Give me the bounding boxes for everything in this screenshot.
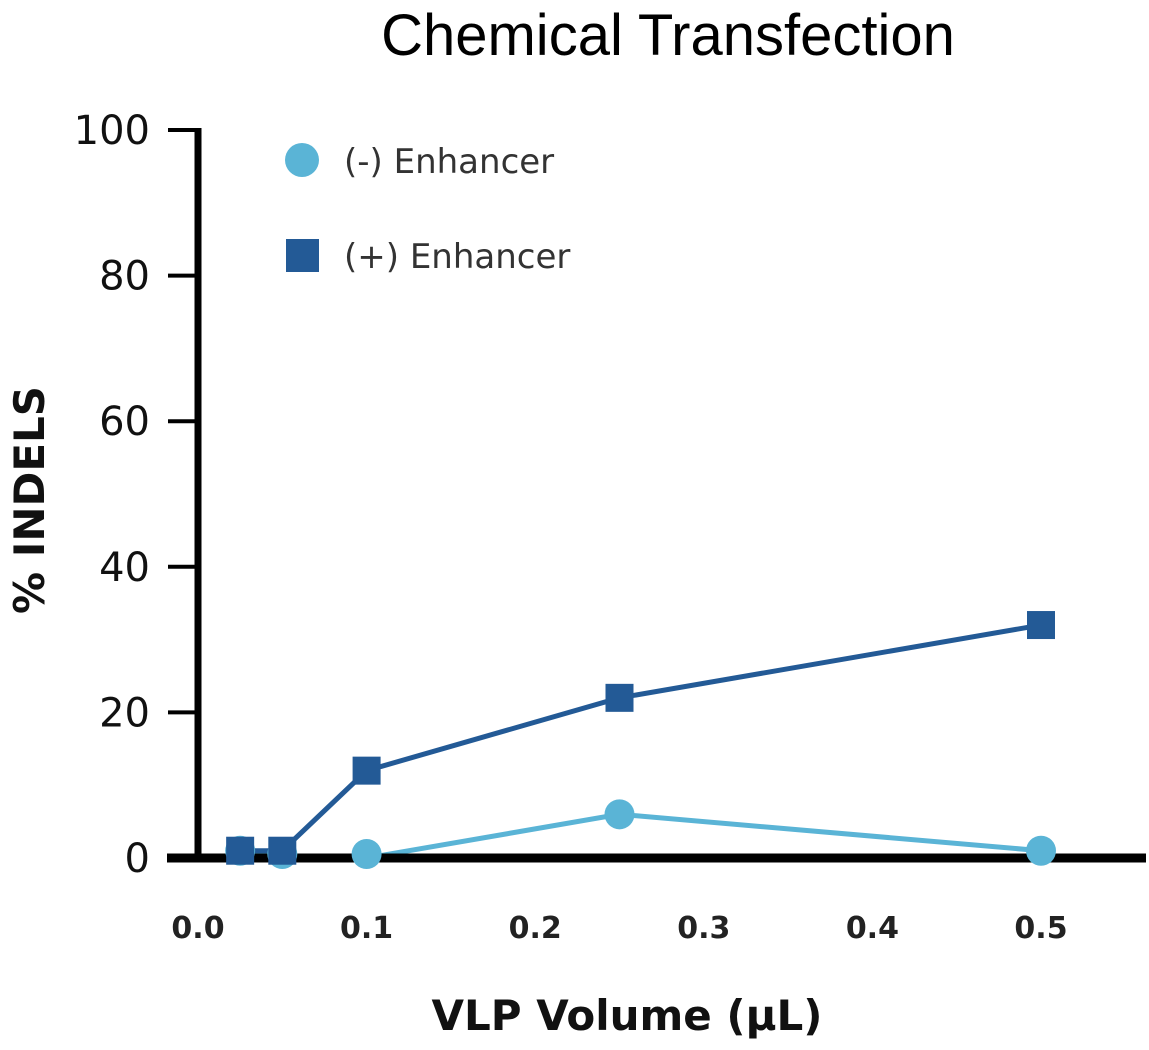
x-tick-label: 0.1: [340, 911, 393, 946]
x-tick-label: 0.0: [171, 911, 224, 946]
data-point-square: [226, 836, 255, 865]
y-tick-label: 0: [125, 836, 150, 882]
data-point-circle: [351, 839, 382, 869]
data-point-circle: [604, 799, 635, 830]
x-tick-label: 0.5: [1014, 911, 1067, 946]
x-tick-label: 0.4: [846, 911, 899, 946]
data-point-square: [1027, 611, 1055, 640]
x-tick-label: 0.2: [509, 911, 562, 946]
legend-square-icon: [286, 239, 319, 272]
legend-label: (+) Enhancer: [344, 237, 570, 277]
y-tick-label: 40: [99, 545, 150, 591]
y-tick-label: 80: [99, 254, 150, 300]
y-tick-label: 60: [99, 399, 150, 445]
data-point-circle: [1026, 835, 1056, 866]
x-tick-label: 0.3: [677, 911, 730, 946]
y-tick-label: 20: [99, 690, 150, 736]
data-point-square: [352, 756, 381, 785]
y-axis-label: % INDELS: [5, 386, 54, 614]
x-axis-label: VLP Volume (µL): [432, 991, 823, 1040]
legend-circle-icon: [285, 143, 319, 177]
data-point-square: [268, 836, 297, 865]
y-tick-label: 100: [74, 108, 150, 154]
chart-title: Chemical Transfection: [381, 3, 955, 68]
legend-label: (-) Enhancer: [344, 142, 554, 182]
data-point-square: [605, 683, 634, 712]
